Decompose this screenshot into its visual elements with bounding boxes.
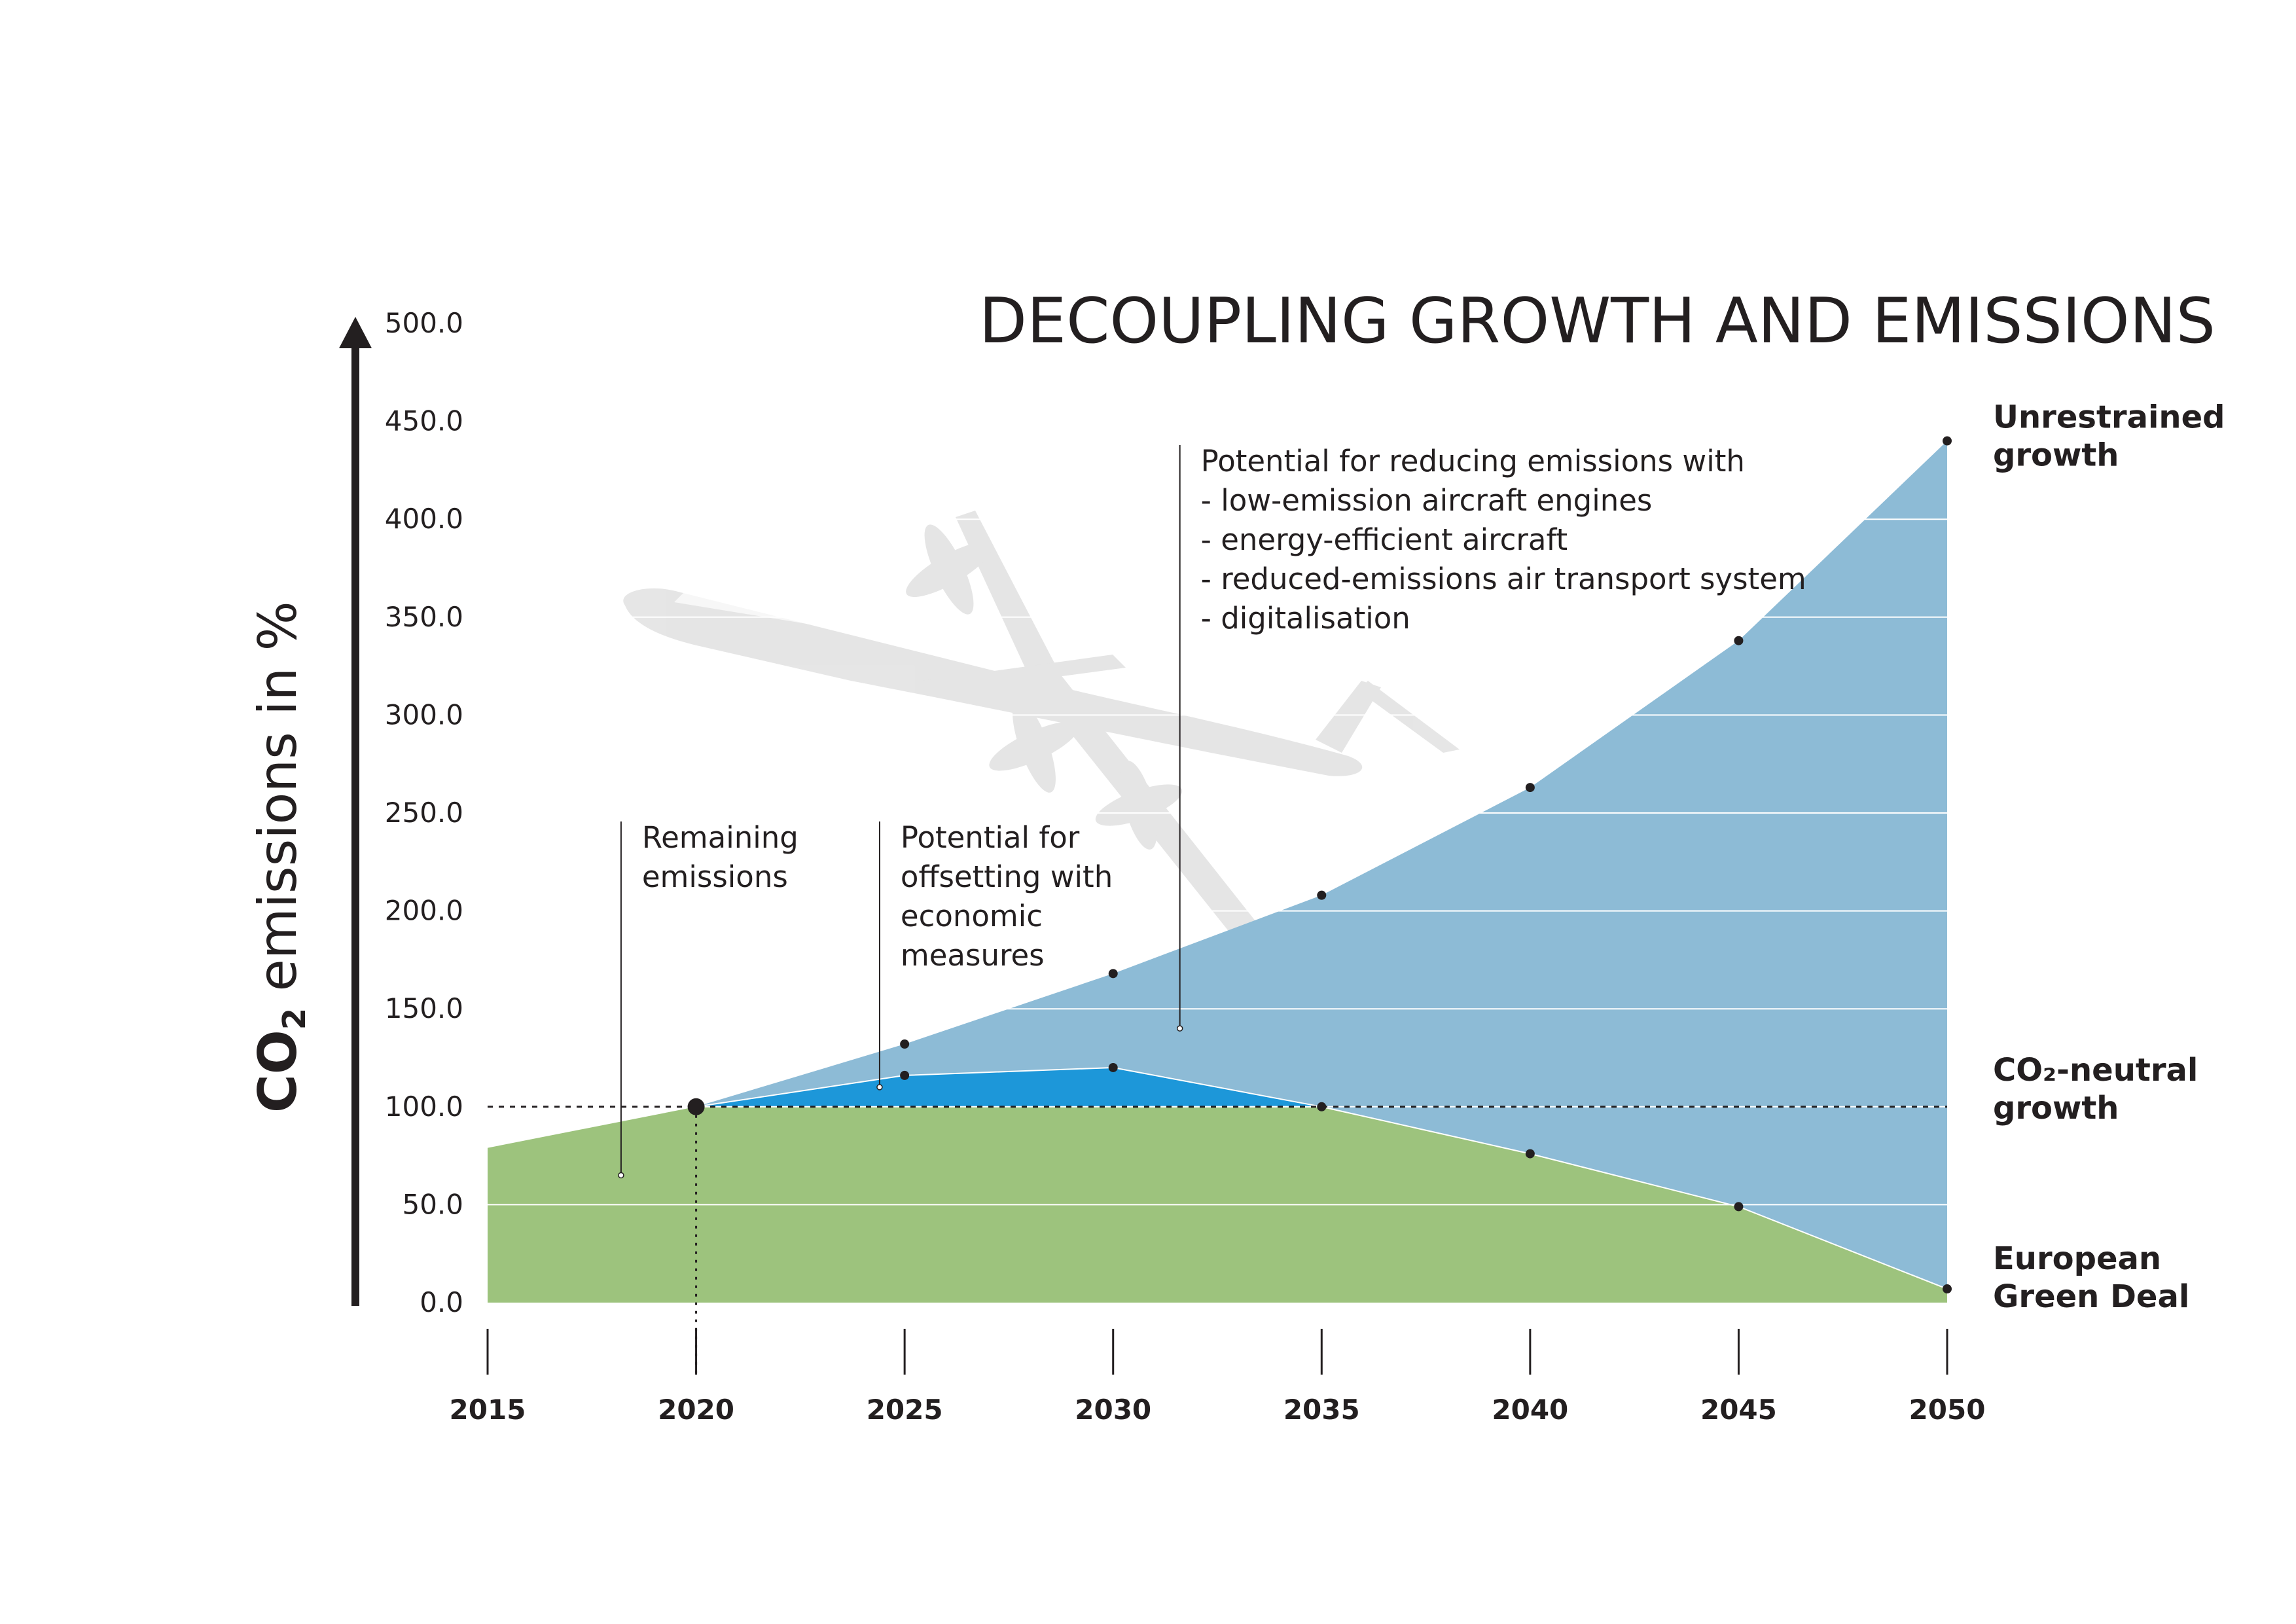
y-tick-label: 200.0 <box>385 895 463 927</box>
annotation-text: Potential for reducing emissions with <box>1201 444 1745 478</box>
chart-title: DECOUPLING GROWTH AND EMISSIONS <box>979 285 2215 357</box>
aircraft-watermark <box>623 511 1460 962</box>
y-tick-label: 300.0 <box>385 698 463 731</box>
point-unrestrained <box>900 1039 910 1049</box>
annotation-text: economic <box>901 899 1043 933</box>
point-unrestrained <box>1317 890 1327 900</box>
annotation-anchor <box>1176 1025 1183 1032</box>
point-co2-neutral <box>900 1070 910 1080</box>
point-unrestrained <box>1734 636 1744 645</box>
end-label: Unrestrained <box>1993 399 2225 436</box>
end-label: CO₂-neutral <box>1993 1052 2198 1089</box>
point-green-deal <box>1734 1202 1744 1212</box>
x-tick-label: 2020 <box>658 1394 734 1426</box>
annotation-text: - reduced-emissions air transport system <box>1201 562 1806 596</box>
point-unrestrained <box>1108 969 1118 979</box>
end-label: growth <box>1993 1090 2119 1127</box>
point-unrestrained <box>1943 436 1952 446</box>
propeller-icon <box>989 700 1079 793</box>
x-tick-label: 2025 <box>867 1394 943 1426</box>
annotation-anchor <box>876 1084 883 1091</box>
annotations: Remaining emissions Potential for offsettin… <box>618 444 1806 1179</box>
annotation-text: - energy-efficient aircraft <box>1201 522 1568 557</box>
end-label: Green Deal <box>1993 1278 2189 1315</box>
end-label: growth <box>1993 437 2119 474</box>
series-end-labels: UnrestrainedgrowthCO₂-neutralgrowthEurop… <box>1993 399 2225 1316</box>
point-green-deal <box>1525 1149 1535 1159</box>
x-axis-ticks: 2015 2020 2025 2030 2035 2040 2045 2050 <box>450 1329 1986 1426</box>
point-green-deal <box>1317 1102 1327 1111</box>
annotation-text: measures <box>901 938 1045 973</box>
annotation-text: - digitalisation <box>1201 601 1410 636</box>
propeller-icon <box>906 524 992 615</box>
end-label: European <box>1993 1240 2161 1277</box>
x-tick-label: 2045 <box>1700 1394 1777 1426</box>
y-tick-label: 350.0 <box>385 601 463 633</box>
annotation-text: offsetting with <box>901 859 1113 894</box>
y-tick-label: 0.0 <box>420 1286 463 1318</box>
y-axis-arrow <box>339 317 372 1306</box>
point-unrestrained <box>1525 783 1535 793</box>
x-tick-label: 2050 <box>1909 1394 1986 1426</box>
neutral-boundary <box>696 1066 1322 1108</box>
annotation-text: emissions <box>642 859 788 894</box>
x-tick-label: 2035 <box>1283 1394 1360 1426</box>
x-tick-label: 2040 <box>1492 1394 1568 1426</box>
point-co2-neutral <box>1108 1062 1118 1072</box>
x-tick-label: 2015 <box>450 1394 526 1426</box>
point-green-deal <box>1943 1284 1952 1294</box>
data-points <box>687 436 1952 1294</box>
y-tick-label: 150.0 <box>385 992 463 1024</box>
area-co2-neutral-growth <box>696 1067 1322 1107</box>
annotation-anchor <box>618 1172 624 1179</box>
y-tick-label: 450.0 <box>385 405 463 437</box>
y-tick-label: 100.0 <box>385 1091 463 1123</box>
y-tick-label: 50.0 <box>402 1188 463 1220</box>
y-tick-label: 250.0 <box>385 797 463 829</box>
point-2020-baseline <box>687 1098 705 1115</box>
annotation-text: - low-emission aircraft engines <box>1201 483 1653 518</box>
y-tick-label: 400.0 <box>385 503 463 535</box>
y-tick-label: 500.0 <box>385 307 463 339</box>
annotation-text: Potential for <box>901 820 1080 855</box>
propeller-icon <box>1095 761 1183 850</box>
x-tick-label: 2030 <box>1075 1394 1151 1426</box>
y-axis-ticks: 0.0 50.0 100.0 150.0 200.0 250.0 300.0 350.0 400… <box>385 307 463 1318</box>
annotation-text: Remaining <box>642 820 798 855</box>
y-axis-label: CO2 emissions in % <box>247 601 313 1113</box>
